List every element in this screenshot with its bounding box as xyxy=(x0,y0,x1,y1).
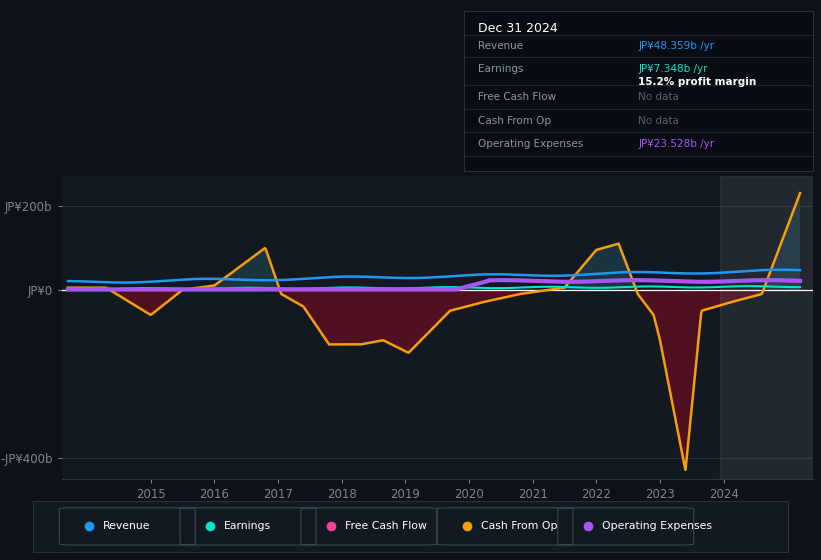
Text: Cash From Op: Cash From Op xyxy=(481,521,557,531)
Text: Earnings: Earnings xyxy=(224,521,271,531)
Text: Dec 31 2024: Dec 31 2024 xyxy=(478,22,557,35)
Text: Operating Expenses: Operating Expenses xyxy=(478,139,583,150)
Text: No data: No data xyxy=(639,115,679,125)
Text: JP¥48.359b /yr: JP¥48.359b /yr xyxy=(639,41,714,52)
Bar xyxy=(721,176,813,479)
Text: Free Cash Flow: Free Cash Flow xyxy=(478,92,556,101)
Text: JP¥7.348b /yr: JP¥7.348b /yr xyxy=(639,64,708,74)
Text: No data: No data xyxy=(639,92,679,101)
Text: JP¥23.528b /yr: JP¥23.528b /yr xyxy=(639,139,714,150)
Text: Operating Expenses: Operating Expenses xyxy=(602,521,712,531)
Text: 15.2% profit margin: 15.2% profit margin xyxy=(639,77,757,87)
Text: Cash From Op: Cash From Op xyxy=(478,115,551,125)
Text: Revenue: Revenue xyxy=(103,521,150,531)
Text: Earnings: Earnings xyxy=(478,64,523,74)
Text: Free Cash Flow: Free Cash Flow xyxy=(345,521,427,531)
Text: Revenue: Revenue xyxy=(478,41,523,52)
